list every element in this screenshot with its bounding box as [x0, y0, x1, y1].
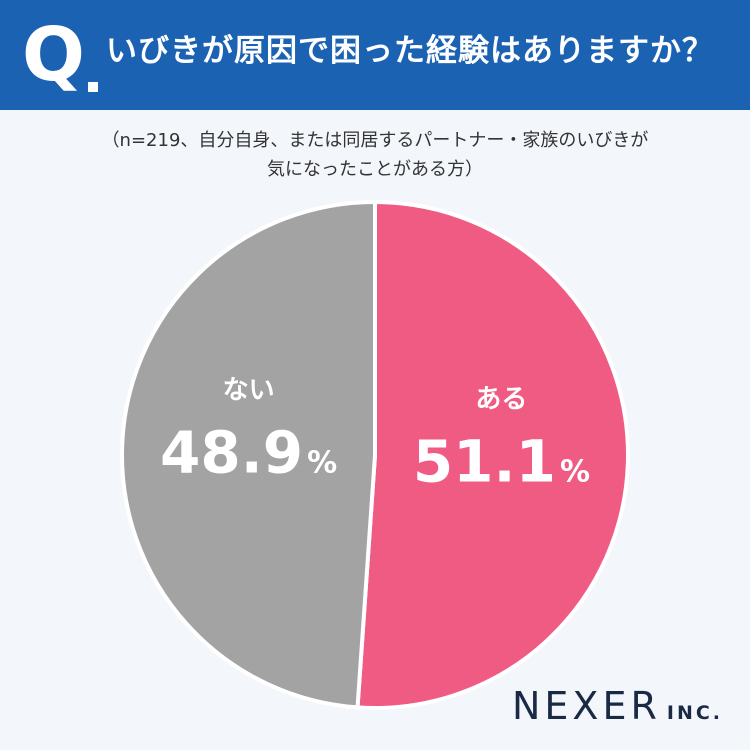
slice-value-unit-aru: % [560, 454, 590, 489]
sample-note-line-2: 気になったことがある方） [267, 159, 483, 180]
slice-value-number-aru: 51.1 [413, 427, 556, 495]
sample-note: （n=219、自分自身、または同居するパートナー・家族のいびきが 気になったこと… [50, 126, 700, 184]
q-label: Q [22, 12, 85, 98]
q-dot [88, 82, 98, 92]
question-text: いびきが原因で困った経験はありますか？ [106, 33, 714, 69]
pie-slice-nai [120, 200, 377, 710]
slice-value-nai: 48.9% [160, 419, 337, 487]
logo-sub-text: INC. [666, 702, 724, 724]
slice-label-aru: ある [475, 384, 527, 414]
logo-main-text: NEXER [512, 684, 661, 728]
pie-slice-aru [355, 200, 630, 710]
question-header: Q いびきが原因で困った経験はありますか？ [0, 0, 750, 110]
slice-label-nai: ない [223, 376, 275, 406]
sample-note-line-1: （n=219、自分自身、または同居するパートナー・家族のいびきが [101, 130, 649, 151]
company-logo: NEXER INC. [512, 684, 723, 728]
slice-value-unit-nai: % [307, 446, 337, 481]
slice-value-aru: 51.1% [413, 427, 590, 495]
slice-value-number-nai: 48.9 [160, 419, 303, 487]
